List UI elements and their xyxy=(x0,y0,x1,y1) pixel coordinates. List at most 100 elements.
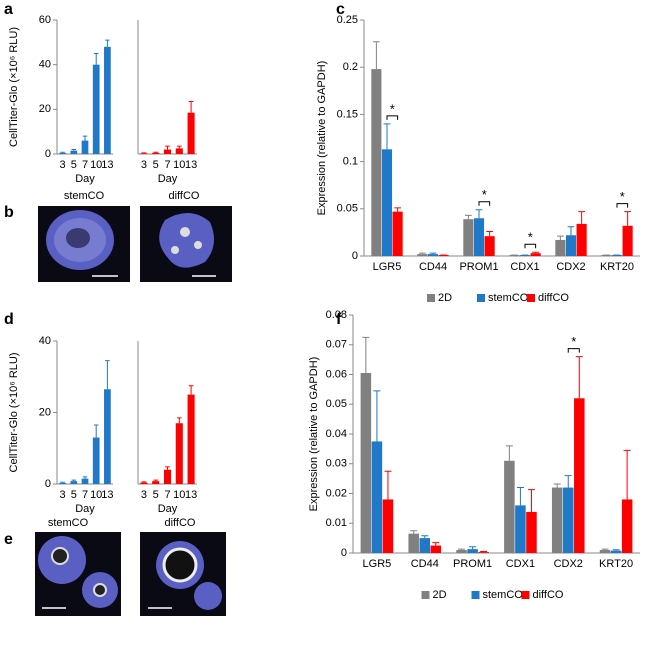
y-tick-label: 0 xyxy=(352,250,358,262)
bar xyxy=(577,224,587,256)
bar xyxy=(552,488,563,553)
x-tick-label: 3 xyxy=(141,489,147,501)
x-tick-label: 13 xyxy=(185,159,197,171)
significance-mark: * xyxy=(528,230,533,245)
bar xyxy=(140,153,147,154)
legend-swatch xyxy=(527,294,535,302)
x-tick-label: CDX1 xyxy=(506,558,535,570)
legend-label: stemCO xyxy=(488,292,529,304)
y-tick-label: 0 xyxy=(45,148,51,160)
image-label: stemCO xyxy=(64,190,105,202)
bar xyxy=(515,505,526,553)
error-bar xyxy=(528,490,535,512)
x-tick-label: PROM1 xyxy=(459,261,498,273)
bar xyxy=(176,423,183,484)
error-bar xyxy=(165,467,170,470)
x-tick-label: CDX2 xyxy=(554,558,583,570)
bar xyxy=(152,153,159,154)
error-bar xyxy=(105,40,109,47)
significance-mark: * xyxy=(482,187,487,202)
bar xyxy=(93,438,100,484)
error-bar xyxy=(165,146,170,149)
error-bar xyxy=(576,357,583,399)
legend-swatch xyxy=(477,294,485,302)
micrograph xyxy=(140,532,226,616)
bar xyxy=(176,148,183,154)
error-bar xyxy=(602,549,609,550)
bar xyxy=(104,47,111,154)
error-bar xyxy=(189,386,194,395)
bar xyxy=(104,389,111,484)
legend-label: diffCO xyxy=(533,589,564,601)
y-tick-label: 0.2 xyxy=(343,61,358,73)
error-bar xyxy=(613,550,620,551)
error-bar xyxy=(60,152,64,153)
bar xyxy=(419,538,430,553)
x-tick-label: 7 xyxy=(164,489,170,501)
error-bar xyxy=(480,552,487,553)
bar xyxy=(408,534,419,553)
y-tick-label: 0.07 xyxy=(326,339,347,351)
significance-bracket xyxy=(525,244,536,248)
legend-label: 2D xyxy=(433,589,447,601)
x-tick-label: CD44 xyxy=(419,261,447,273)
significance-bracket xyxy=(617,204,628,208)
legend-swatch xyxy=(427,294,435,302)
x-tick-label: 3 xyxy=(141,159,147,171)
bar xyxy=(371,69,381,256)
x-axis-label: Day xyxy=(75,173,95,185)
error-bar xyxy=(373,42,380,69)
x-tick-label: 7 xyxy=(164,159,170,171)
image-label: diffCO xyxy=(169,190,200,202)
x-tick-label: KRT20 xyxy=(599,558,633,570)
x-axis-label: Day xyxy=(75,503,95,515)
image-label: diffCO xyxy=(165,517,196,529)
y-tick-label: 0 xyxy=(341,547,347,559)
error-bar xyxy=(532,252,539,253)
significance-bracket xyxy=(568,349,579,353)
bar xyxy=(417,254,427,256)
x-tick-label: 13 xyxy=(101,159,113,171)
bar xyxy=(463,219,473,256)
legend-label: stemCO xyxy=(483,589,524,601)
x-axis-label: Day xyxy=(158,173,178,185)
bar xyxy=(467,549,478,553)
bar xyxy=(59,483,66,484)
error-bar xyxy=(624,450,631,499)
y-tick-label: 0.15 xyxy=(337,108,358,120)
bar xyxy=(82,141,89,154)
bar xyxy=(164,470,171,484)
bar xyxy=(622,499,633,553)
error-bar xyxy=(60,482,64,483)
significance-bracket xyxy=(479,202,490,206)
error-bar xyxy=(458,549,465,550)
y-axis-label: CellTiter-Glo (×10⁶ RLU) xyxy=(8,353,20,473)
bar xyxy=(383,499,394,553)
y-tick-label: 40 xyxy=(39,335,51,347)
legend-swatch xyxy=(422,591,430,599)
error-bar xyxy=(465,215,472,219)
x-tick-label: 5 xyxy=(153,159,159,171)
y-tick-label: 0.04 xyxy=(326,428,347,440)
x-tick-label: 5 xyxy=(71,489,77,501)
y-tick-label: 0.08 xyxy=(326,309,347,321)
bar xyxy=(164,150,171,154)
x-tick-label: LGR5 xyxy=(363,558,392,570)
y-tick-label: 0.06 xyxy=(326,368,347,380)
error-bar xyxy=(94,425,98,438)
x-tick-label: LGR5 xyxy=(373,261,402,273)
legend-swatch xyxy=(522,591,530,599)
error-bar xyxy=(578,212,585,224)
x-tick-label: KRT20 xyxy=(600,261,634,273)
bar xyxy=(485,236,495,256)
bar xyxy=(59,153,66,154)
x-tick-label: 7 xyxy=(82,159,88,171)
bar xyxy=(478,552,489,553)
micrograph xyxy=(35,532,121,616)
error-bar xyxy=(153,480,158,481)
error-bar xyxy=(421,536,428,538)
error-bar xyxy=(153,152,158,153)
error-bar xyxy=(568,227,575,235)
x-tick-label: PROM1 xyxy=(453,558,492,570)
